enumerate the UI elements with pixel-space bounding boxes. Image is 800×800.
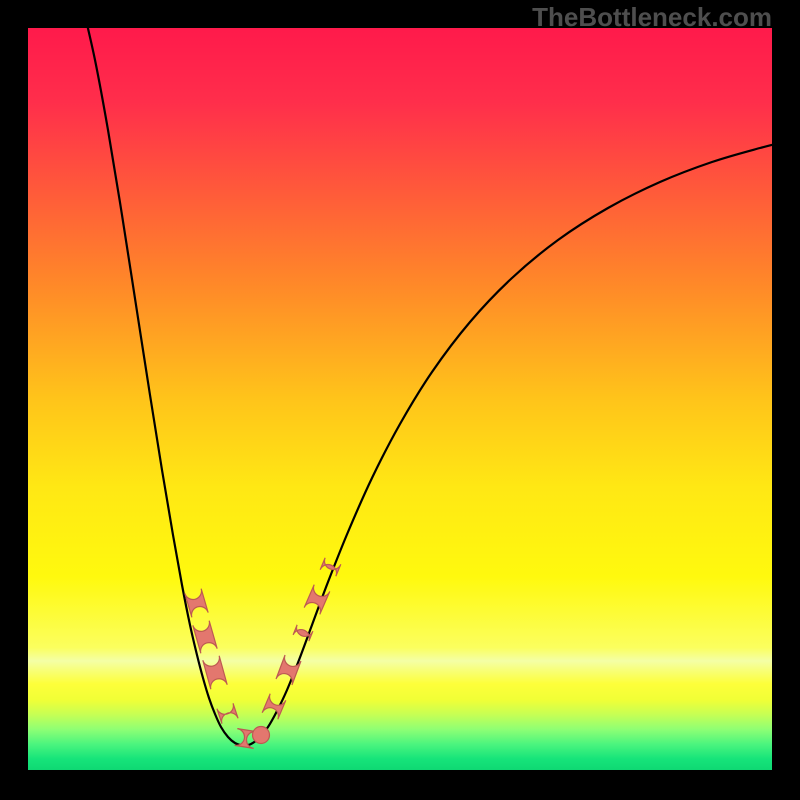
curve-marker-2 — [203, 656, 227, 690]
curve-marker-3 — [217, 703, 238, 723]
curve-marker-7 — [276, 655, 301, 685]
curve-right-branch — [243, 138, 800, 746]
curve-left-branch — [82, 3, 243, 746]
watermark-text: TheBottleneck.com — [532, 2, 772, 33]
canvas-root: TheBottleneck.com — [0, 0, 800, 800]
curve-layer — [0, 0, 800, 800]
plot-area — [28, 28, 772, 770]
curve-marker-5 — [253, 727, 270, 744]
